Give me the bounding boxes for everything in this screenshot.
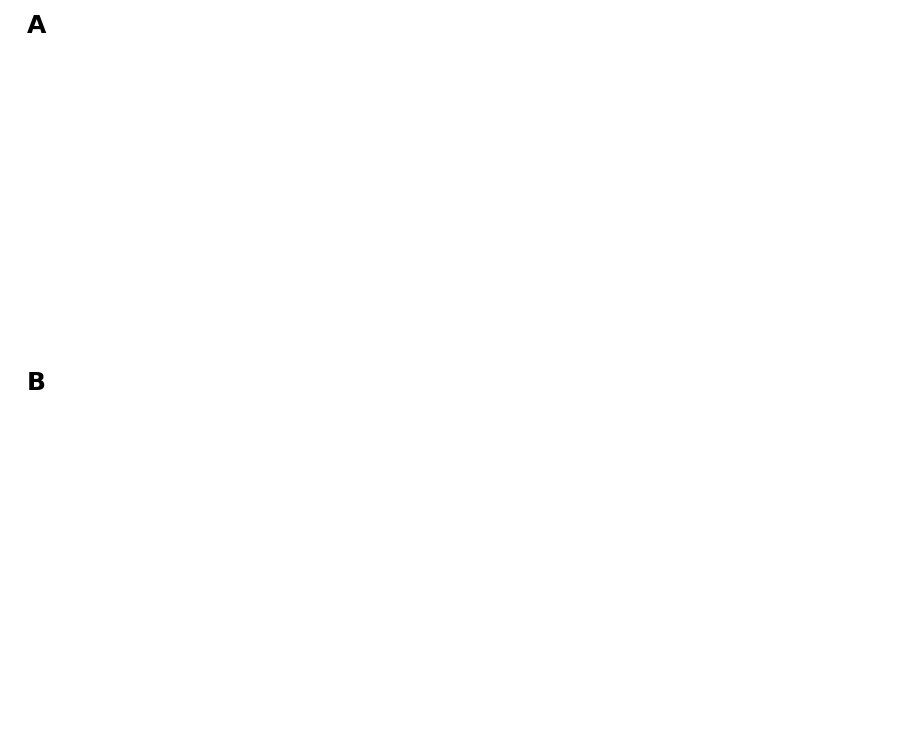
Text: A: A: [27, 13, 46, 38]
Text: B: B: [27, 371, 46, 396]
